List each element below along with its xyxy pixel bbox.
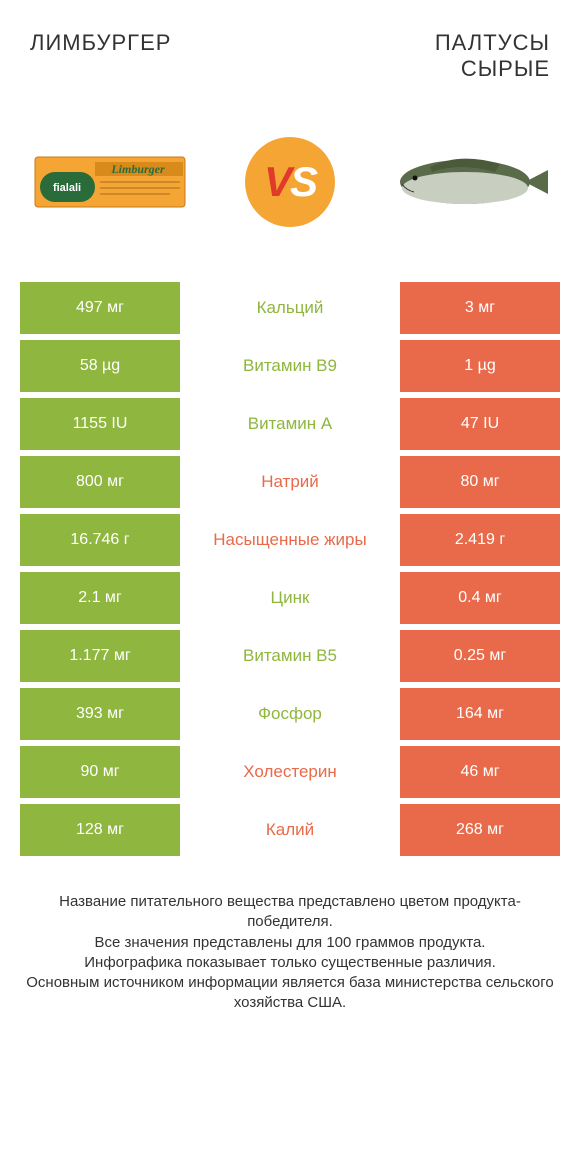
value-left: 128 мг (20, 804, 180, 856)
footer-line: Инфографика показывает только существенн… (25, 953, 555, 973)
footer-line: Основным источником информации является … (25, 973, 555, 1014)
value-left: 90 мг (20, 746, 180, 798)
value-right: 0.4 мг (400, 572, 560, 624)
table-row: 1.177 мгВитамин B50.25 мг (20, 630, 560, 682)
nutrient-label: Насыщенные жиры (180, 514, 400, 566)
nutrient-label: Калий (180, 804, 400, 856)
value-left: 2.1 мг (20, 572, 180, 624)
product-left-image: fialali Limburger (30, 132, 190, 232)
vs-s: S (290, 158, 316, 206)
nutrient-label: Холестерин (180, 746, 400, 798)
table-row: 2.1 мгЦинк0.4 мг (20, 572, 560, 624)
value-right: 0.25 мг (400, 630, 560, 682)
table-row: 1155 IUВитамин A47 IU (20, 398, 560, 450)
value-right: 1 µg (400, 340, 560, 392)
value-left: 1.177 мг (20, 630, 180, 682)
footer-line: Все значения представлены для 100 граммо… (25, 933, 555, 953)
value-left: 393 мг (20, 688, 180, 740)
cheese-box-icon: fialali Limburger (30, 142, 190, 222)
footer-notes: Название питательного вещества представл… (0, 862, 580, 1014)
value-left: 16.746 г (20, 514, 180, 566)
product-right-title: ПАЛТУСЫ СЫРЫЕ (370, 30, 550, 82)
value-right: 46 мг (400, 746, 560, 798)
product-right-image (390, 132, 550, 232)
value-right: 268 мг (400, 804, 560, 856)
nutrient-label: Витамин B5 (180, 630, 400, 682)
nutrient-label: Витамин A (180, 398, 400, 450)
value-left: 497 мг (20, 282, 180, 334)
table-row: 800 мгНатрий80 мг (20, 456, 560, 508)
table-row: 58 µgВитамин B91 µg (20, 340, 560, 392)
table-row: 16.746 гНасыщенные жиры2.419 г (20, 514, 560, 566)
value-left: 800 мг (20, 456, 180, 508)
svg-text:Limburger: Limburger (110, 162, 165, 176)
nutrient-label: Кальций (180, 282, 400, 334)
value-right: 3 мг (400, 282, 560, 334)
table-row: 497 мгКальций3 мг (20, 282, 560, 334)
table-row: 393 мгФосфор164 мг (20, 688, 560, 740)
value-left: 1155 IU (20, 398, 180, 450)
value-right: 2.419 г (400, 514, 560, 566)
comparison-table: 497 мгКальций3 мг 58 µgВитамин B91 µg 1155… (0, 282, 580, 856)
product-left-title: ЛИМБУРГЕР (30, 30, 171, 82)
value-right: 164 мг (400, 688, 560, 740)
nutrient-label: Натрий (180, 456, 400, 508)
value-right: 80 мг (400, 456, 560, 508)
nutrient-label: Фосфор (180, 688, 400, 740)
value-left: 58 µg (20, 340, 180, 392)
vs-v: V (264, 158, 290, 206)
table-row: 90 мгХолестерин46 мг (20, 746, 560, 798)
images-row: fialali Limburger VS (0, 92, 580, 282)
svg-text:fialali: fialali (53, 182, 81, 194)
vs-badge: VS (245, 137, 335, 227)
fish-icon (390, 142, 550, 222)
value-right: 47 IU (400, 398, 560, 450)
nutrient-label: Цинк (180, 572, 400, 624)
nutrient-label: Витамин B9 (180, 340, 400, 392)
header: ЛИМБУРГЕР ПАЛТУСЫ СЫРЫЕ (0, 0, 580, 92)
table-row: 128 мгКалий268 мг (20, 804, 560, 856)
footer-line: Название питательного вещества представл… (25, 892, 555, 933)
